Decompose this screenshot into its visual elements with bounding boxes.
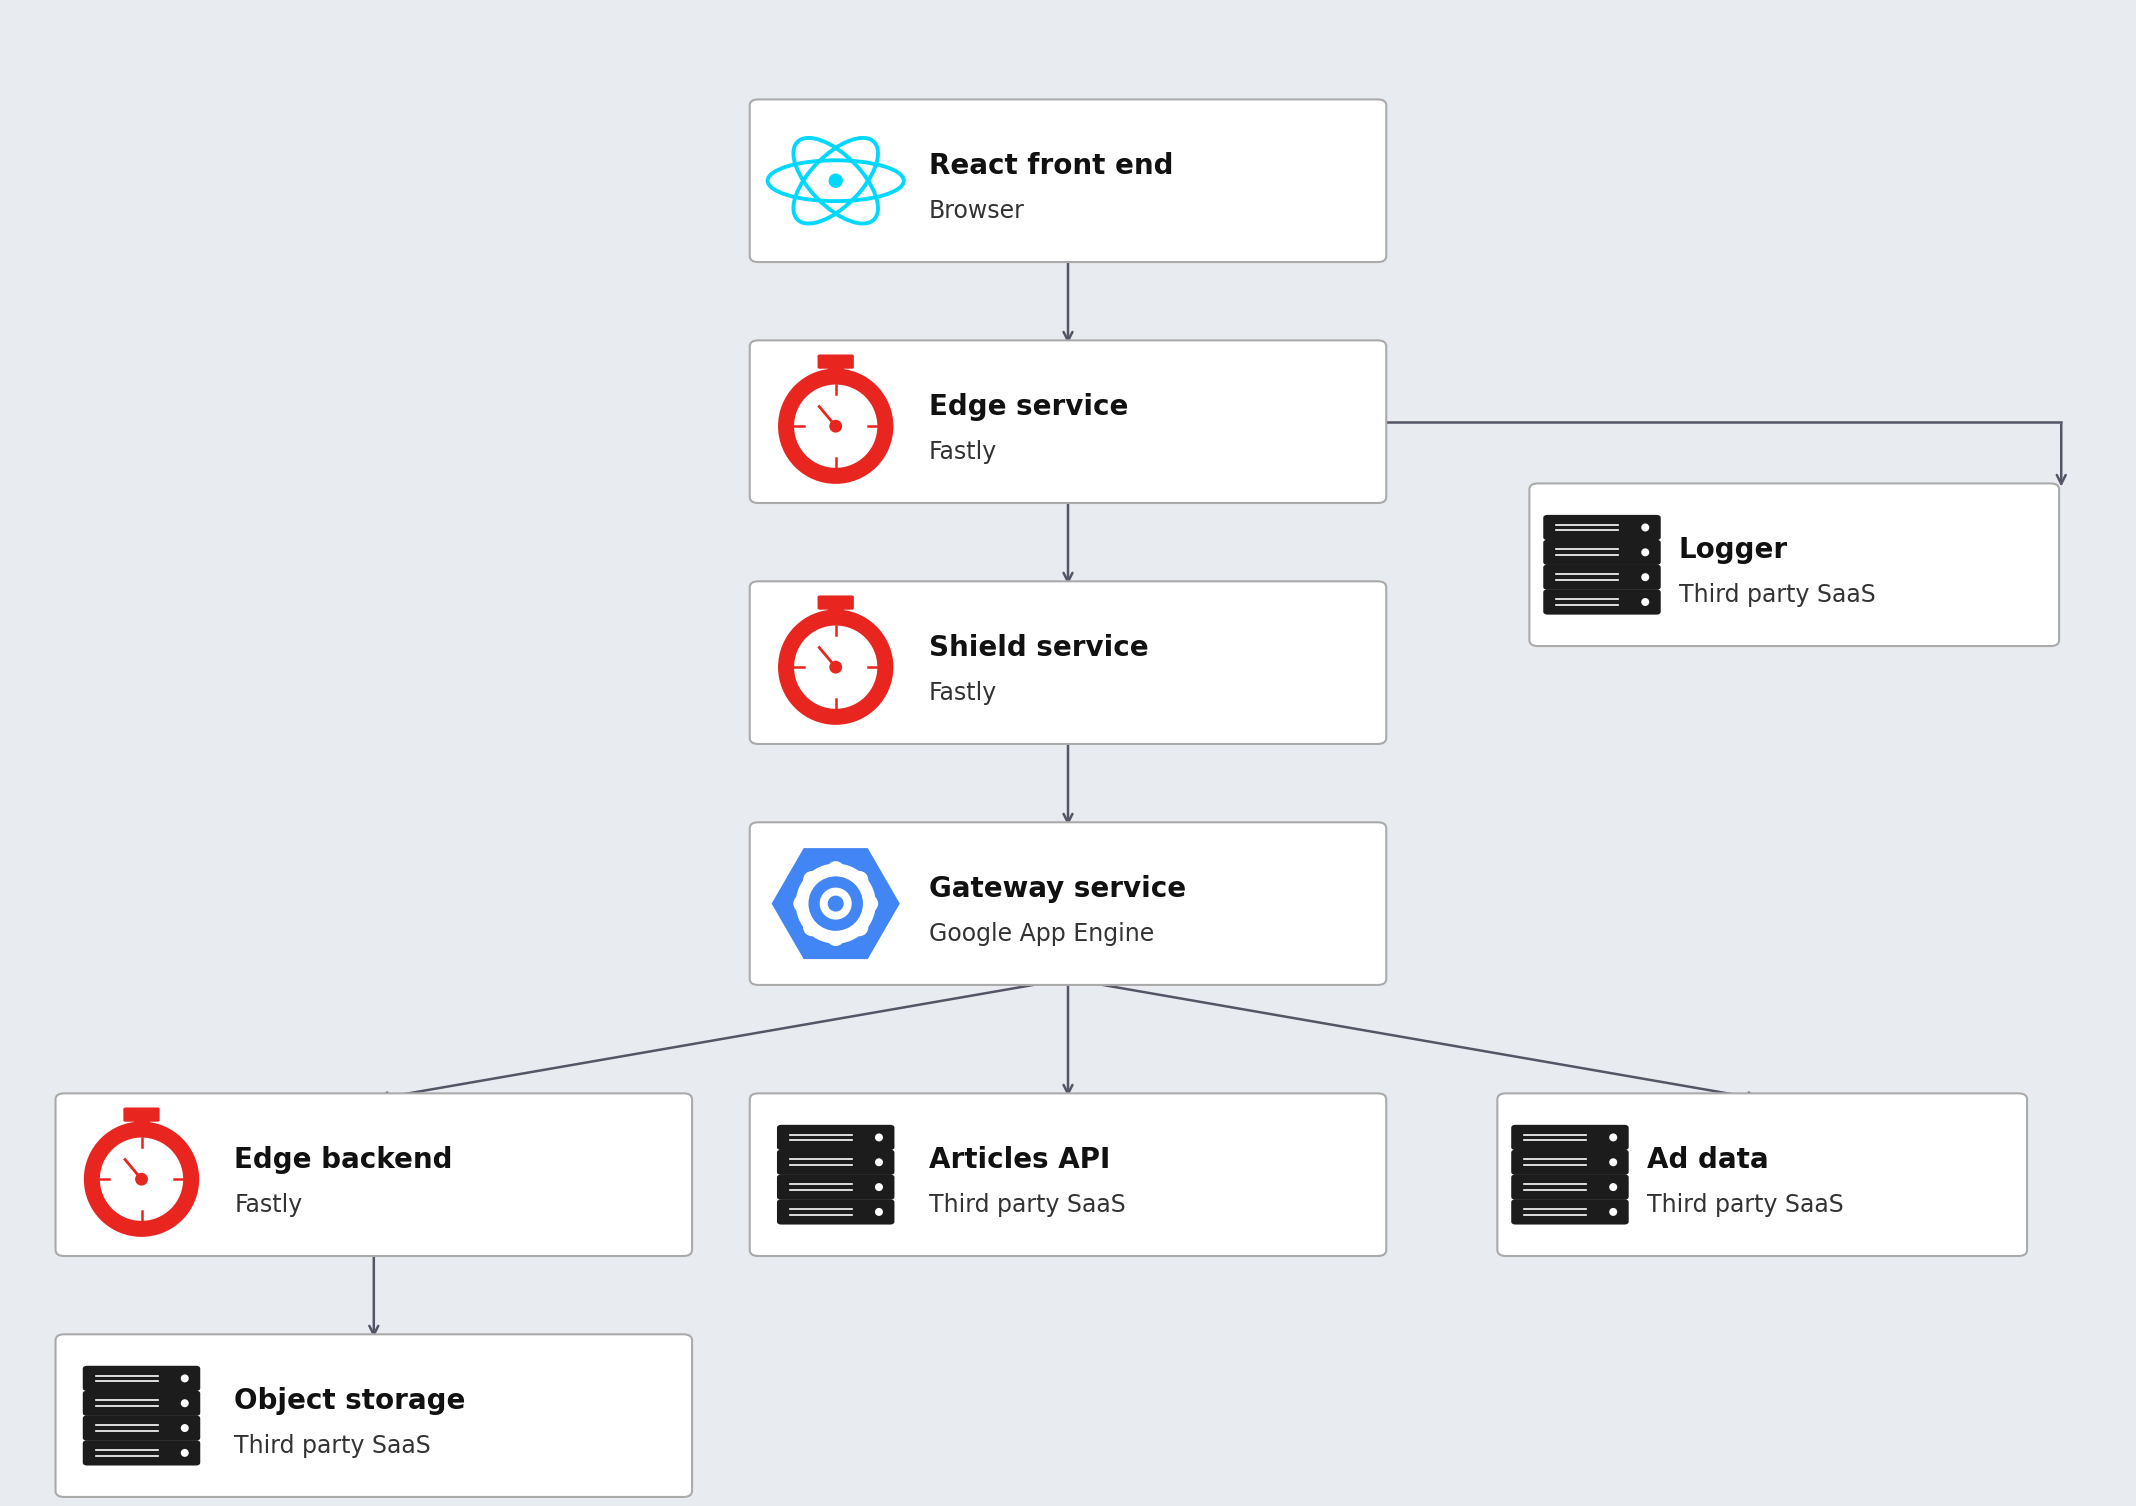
FancyBboxPatch shape bbox=[1542, 589, 1662, 614]
Ellipse shape bbox=[795, 863, 876, 944]
Ellipse shape bbox=[182, 1449, 188, 1456]
Text: Browser: Browser bbox=[929, 199, 1025, 223]
FancyBboxPatch shape bbox=[1512, 1175, 1630, 1200]
FancyBboxPatch shape bbox=[1542, 515, 1662, 541]
FancyBboxPatch shape bbox=[56, 1093, 692, 1256]
Text: Logger: Logger bbox=[1679, 536, 1788, 563]
Ellipse shape bbox=[182, 1425, 188, 1432]
FancyBboxPatch shape bbox=[818, 354, 854, 369]
Ellipse shape bbox=[182, 1399, 188, 1407]
Ellipse shape bbox=[795, 384, 878, 468]
Ellipse shape bbox=[876, 1208, 882, 1215]
FancyBboxPatch shape bbox=[1542, 565, 1662, 590]
Ellipse shape bbox=[1640, 524, 1649, 532]
Text: Edge backend: Edge backend bbox=[235, 1146, 453, 1173]
Ellipse shape bbox=[829, 173, 844, 188]
Polygon shape bbox=[771, 848, 899, 959]
FancyBboxPatch shape bbox=[56, 1334, 692, 1497]
FancyBboxPatch shape bbox=[1542, 539, 1662, 565]
Text: Fastly: Fastly bbox=[235, 1193, 303, 1217]
Ellipse shape bbox=[795, 625, 878, 709]
FancyBboxPatch shape bbox=[818, 595, 854, 610]
FancyBboxPatch shape bbox=[83, 1390, 201, 1416]
FancyBboxPatch shape bbox=[778, 1175, 895, 1200]
Ellipse shape bbox=[827, 896, 844, 911]
Text: Articles API: Articles API bbox=[929, 1146, 1111, 1173]
FancyBboxPatch shape bbox=[1529, 483, 2059, 646]
Ellipse shape bbox=[827, 861, 844, 880]
Ellipse shape bbox=[792, 895, 812, 913]
FancyBboxPatch shape bbox=[829, 363, 844, 378]
FancyBboxPatch shape bbox=[778, 1199, 895, 1224]
Ellipse shape bbox=[861, 895, 878, 913]
FancyBboxPatch shape bbox=[83, 1416, 201, 1441]
Ellipse shape bbox=[829, 420, 842, 432]
FancyBboxPatch shape bbox=[1512, 1199, 1630, 1224]
FancyBboxPatch shape bbox=[750, 581, 1386, 744]
Ellipse shape bbox=[778, 610, 893, 724]
Ellipse shape bbox=[829, 661, 842, 673]
Ellipse shape bbox=[83, 1122, 199, 1236]
FancyBboxPatch shape bbox=[750, 340, 1386, 503]
Ellipse shape bbox=[100, 1137, 184, 1221]
FancyBboxPatch shape bbox=[750, 99, 1386, 262]
Text: Third party SaaS: Third party SaaS bbox=[929, 1193, 1126, 1217]
FancyBboxPatch shape bbox=[124, 1107, 160, 1122]
FancyBboxPatch shape bbox=[83, 1366, 201, 1392]
Ellipse shape bbox=[803, 870, 820, 889]
FancyBboxPatch shape bbox=[829, 604, 844, 619]
FancyBboxPatch shape bbox=[778, 1125, 895, 1151]
FancyBboxPatch shape bbox=[1497, 1093, 2027, 1256]
FancyBboxPatch shape bbox=[750, 822, 1386, 985]
Ellipse shape bbox=[820, 887, 852, 920]
Text: Fastly: Fastly bbox=[929, 440, 998, 464]
Ellipse shape bbox=[827, 928, 844, 946]
FancyBboxPatch shape bbox=[750, 1093, 1386, 1256]
Ellipse shape bbox=[1608, 1184, 1617, 1191]
Ellipse shape bbox=[876, 1134, 882, 1142]
Ellipse shape bbox=[850, 919, 869, 937]
Text: Third party SaaS: Third party SaaS bbox=[1647, 1193, 1843, 1217]
Ellipse shape bbox=[807, 876, 863, 931]
Ellipse shape bbox=[1640, 548, 1649, 556]
Text: Fastly: Fastly bbox=[929, 681, 998, 705]
Ellipse shape bbox=[876, 1158, 882, 1166]
Ellipse shape bbox=[778, 369, 893, 483]
Ellipse shape bbox=[803, 919, 820, 937]
Text: Object storage: Object storage bbox=[235, 1387, 466, 1414]
Text: Ad data: Ad data bbox=[1647, 1146, 1769, 1173]
Ellipse shape bbox=[850, 870, 869, 889]
Text: Gateway service: Gateway service bbox=[929, 875, 1185, 902]
FancyBboxPatch shape bbox=[1512, 1149, 1630, 1175]
FancyBboxPatch shape bbox=[1512, 1125, 1630, 1151]
Text: Third party SaaS: Third party SaaS bbox=[235, 1434, 431, 1458]
Ellipse shape bbox=[1608, 1158, 1617, 1166]
Ellipse shape bbox=[1608, 1134, 1617, 1142]
FancyBboxPatch shape bbox=[83, 1440, 201, 1465]
FancyBboxPatch shape bbox=[132, 1116, 150, 1131]
Text: React front end: React front end bbox=[929, 152, 1173, 179]
Ellipse shape bbox=[1640, 598, 1649, 605]
Ellipse shape bbox=[135, 1173, 147, 1185]
Text: Google App Engine: Google App Engine bbox=[929, 922, 1153, 946]
Text: Third party SaaS: Third party SaaS bbox=[1679, 583, 1875, 607]
Text: Shield service: Shield service bbox=[929, 634, 1149, 661]
Ellipse shape bbox=[876, 1184, 882, 1191]
FancyBboxPatch shape bbox=[778, 1149, 895, 1175]
Ellipse shape bbox=[1608, 1208, 1617, 1215]
Ellipse shape bbox=[1640, 574, 1649, 581]
Ellipse shape bbox=[182, 1375, 188, 1383]
Text: Edge service: Edge service bbox=[929, 393, 1128, 420]
